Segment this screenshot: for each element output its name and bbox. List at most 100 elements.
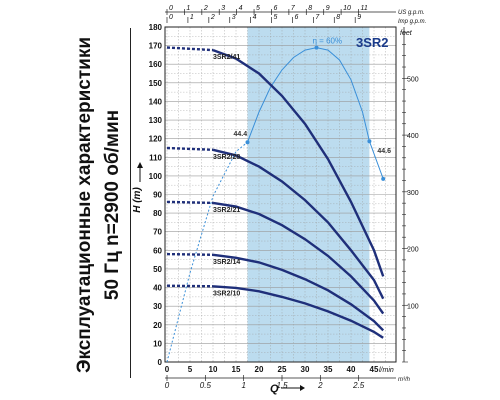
tick-label-us-gpm: 9 — [326, 5, 330, 12]
tick-label-m: 0 — [158, 358, 163, 367]
series-curve — [212, 285, 384, 339]
efficiency-marker — [367, 139, 372, 144]
tick-label-m: 60 — [153, 246, 162, 255]
series-label: 3SR2/21 — [213, 207, 240, 214]
tick-label-us-gpm: 7 — [291, 5, 296, 12]
caption-title: Эксплуатационные характеристики — [74, 37, 95, 373]
x-axis-title: Q — [270, 383, 279, 395]
tick-label-imp-gpm: 4 — [253, 14, 257, 21]
tick-label-m: 160 — [149, 60, 163, 69]
tick-label-lpm: 5 — [188, 365, 193, 374]
series-curve — [212, 253, 385, 332]
series-curve-dashed — [166, 200, 214, 205]
tick-label-us-gpm: 2 — [203, 5, 208, 12]
tick-label-m: 70 — [153, 228, 162, 237]
series-curve — [212, 201, 385, 315]
tick-label-m: 10 — [153, 339, 162, 348]
tick-label-imp-gpm: 1 — [190, 14, 194, 21]
tick-label-feet: 500 — [407, 76, 419, 83]
tick-label-us-gpm: 10 — [343, 5, 351, 12]
tick-label-m: 80 — [153, 209, 162, 218]
caption-divider — [130, 28, 131, 378]
tick-label-us-gpm: 6 — [273, 5, 277, 12]
tick-label-us-gpm: 5 — [256, 5, 260, 12]
tick-label-lpm: 35 — [324, 365, 333, 374]
caption-speed: 50 Гц n=2900 об/мин — [102, 110, 123, 300]
tick-label-m: 150 — [149, 79, 163, 88]
tick-label-imp-gpm: 3 — [232, 14, 236, 21]
series-label: 3SR2/28 — [213, 154, 240, 161]
tick-label-m: 130 — [149, 116, 163, 125]
series-curve — [212, 48, 385, 277]
tick-label-imp-gpm: 5 — [274, 14, 278, 21]
efficiency-end-point — [381, 176, 386, 181]
efficiency-curve-dashed — [166, 141, 248, 363]
tick-label-lpm: 40 — [347, 365, 356, 374]
tick-label-us-gpm: 11 — [361, 5, 368, 12]
y-axis-title: H (m) — [132, 187, 143, 213]
series-curve-dashed — [166, 284, 214, 288]
tick-label-us-gpm: 3 — [221, 5, 225, 12]
series-curve-dashed — [166, 146, 214, 151]
tick-label-m: 110 — [149, 153, 162, 162]
tick-label-m: 90 — [153, 191, 162, 200]
axis-label-m3h: m³/h — [398, 377, 411, 383]
efficiency-label: η = 60% — [313, 37, 343, 46]
side-caption: Эксплуатационные характеристики 50 Гц n=… — [74, 37, 123, 373]
tick-label-m: 30 — [153, 302, 162, 311]
series-label: 3SR2/10 — [213, 290, 240, 297]
series-curve — [212, 148, 385, 300]
tick-label-m: 120 — [149, 135, 163, 144]
plot-frame — [164, 26, 397, 363]
tick-label-imp-gpm: 9 — [357, 14, 361, 21]
tick-label-imp-gpm: 2 — [210, 14, 215, 21]
tick-label-m3h: 1 — [241, 381, 245, 390]
x-axis-arrowhead — [300, 385, 305, 391]
tick-label-m3h: 1.5 — [276, 381, 288, 390]
tick-label-lpm: 20 — [255, 365, 264, 374]
tick-label-lpm: 15 — [232, 365, 241, 374]
axis-label-imp-gpm: Imp g.p.m. — [398, 19, 426, 25]
tick-label-m: 100 — [149, 172, 163, 181]
tick-label-m3h: 0.5 — [200, 381, 212, 390]
series-curve-dashed — [166, 252, 214, 256]
tick-label-us-gpm: 0 — [169, 5, 173, 12]
tick-label-feet: 200 — [407, 247, 419, 254]
series-curve-dashed — [166, 46, 214, 52]
tick-label-m: 20 — [153, 321, 162, 330]
tick-label-m: 140 — [149, 97, 163, 106]
axis-label-feet: feet — [400, 30, 413, 37]
axis-label-us-gpm: US g.p.m. — [398, 10, 425, 16]
series-label: 3SR2/41 — [213, 54, 240, 61]
tick-label-lpm: 25 — [278, 365, 287, 374]
tick-label-m: 170 — [149, 42, 163, 51]
efficiency-marker — [245, 140, 250, 145]
tick-label-us-gpm: 4 — [239, 5, 243, 12]
tick-label-us-gpm: 8 — [308, 5, 312, 12]
series-label: 3SR2/14 — [213, 259, 240, 266]
tick-label-imp-gpm: 7 — [315, 14, 320, 21]
efficiency-marker-label: 44.4 — [234, 131, 248, 138]
tick-label-lpm: 45 — [370, 365, 379, 374]
tick-label-lpm: 0 — [165, 365, 170, 374]
tick-label-m: 50 — [153, 265, 162, 274]
tick-label-m: 180 — [149, 23, 163, 32]
tick-label-m3h: 2.5 — [352, 381, 365, 390]
efficiency-peak-point — [314, 45, 319, 50]
tick-label-lpm: 30 — [301, 365, 310, 374]
tick-label-m3h: 2 — [317, 381, 323, 390]
chart-title: 3SR2 — [356, 35, 389, 50]
tick-label-imp-gpm: 0 — [169, 14, 173, 21]
tick-label-m3h: 0 — [165, 381, 170, 390]
axis-label-lpm: l/min — [379, 367, 394, 374]
tick-label-lpm: 10 — [209, 365, 218, 374]
efficiency-marker-label: 44.6 — [377, 148, 391, 155]
tick-label-m: 40 — [153, 284, 162, 293]
tick-label-feet: 400 — [407, 133, 419, 140]
tick-label-feet: 100 — [407, 303, 419, 310]
tick-label-feet: 300 — [407, 190, 419, 197]
tick-label-imp-gpm: 8 — [336, 14, 340, 21]
tick-label-imp-gpm: 6 — [294, 14, 298, 21]
tick-label-us-gpm: 1 — [186, 5, 190, 12]
